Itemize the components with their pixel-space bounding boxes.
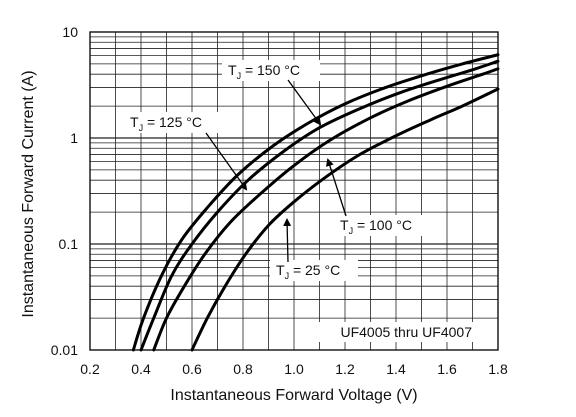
annotation-label: UF4005 thru UF4007 xyxy=(340,324,472,340)
y-tick-label: 0.01 xyxy=(51,342,78,358)
x-axis-label: Instantaneous Forward Voltage (V) xyxy=(170,387,417,404)
curve-label-background xyxy=(124,112,221,133)
x-tick-label: 0.8 xyxy=(233,361,253,377)
curve-label-leader xyxy=(205,132,248,191)
y-axis-label: Instantaneous Forward Current (A) xyxy=(20,70,37,317)
curve-label-tj-125: TJ = 125 °C xyxy=(130,114,202,133)
plot-frame xyxy=(89,31,499,351)
y-tick-label: 10 xyxy=(62,24,78,40)
curve-label-leader xyxy=(283,218,292,263)
x-tick-labels: 0.2 0.4 0.6 0.8 1.0 1.2 1.4 1.6 1.8 xyxy=(80,361,508,377)
x-tick-label: 0.2 xyxy=(80,361,100,377)
curve-tj-150 xyxy=(131,53,500,352)
x-tick-label: 1.6 xyxy=(437,361,457,377)
annotation-background xyxy=(318,322,478,342)
x-tick-label: 0.6 xyxy=(182,361,202,377)
curves xyxy=(131,53,500,352)
y-tick-label: 1 xyxy=(70,130,78,146)
x-tick-label: 1.2 xyxy=(335,361,355,377)
curve-tj-25 xyxy=(190,87,500,352)
x-tick-label: 1.4 xyxy=(386,361,406,377)
curve-tj-100 xyxy=(152,67,500,352)
curve-label-leader xyxy=(287,79,322,126)
curve-label-leader xyxy=(326,158,347,217)
x-tick-label: 0.4 xyxy=(131,361,151,377)
curve-label-background xyxy=(270,260,358,281)
curve-label-background xyxy=(334,215,430,236)
y-tick-labels: 0.01 0.1 1 10 xyxy=(51,24,78,358)
curve-label-background xyxy=(222,60,320,81)
x-tick-label: 1.8 xyxy=(488,361,508,377)
curve-label-tj-25: TJ = 25 °C xyxy=(276,262,340,281)
y-tick-label: 0.1 xyxy=(59,236,79,252)
curve-label-tj-150: TJ = 150 °C xyxy=(228,62,300,81)
curve-tj-125 xyxy=(139,59,500,352)
x-tick-label: 1.0 xyxy=(284,361,304,377)
curve-labels: TJ = 150 °C TJ = 125 °C TJ = 100 °C TJ = 25… xyxy=(124,60,430,281)
curve-label-tj-100: TJ = 100 °C xyxy=(340,217,412,236)
